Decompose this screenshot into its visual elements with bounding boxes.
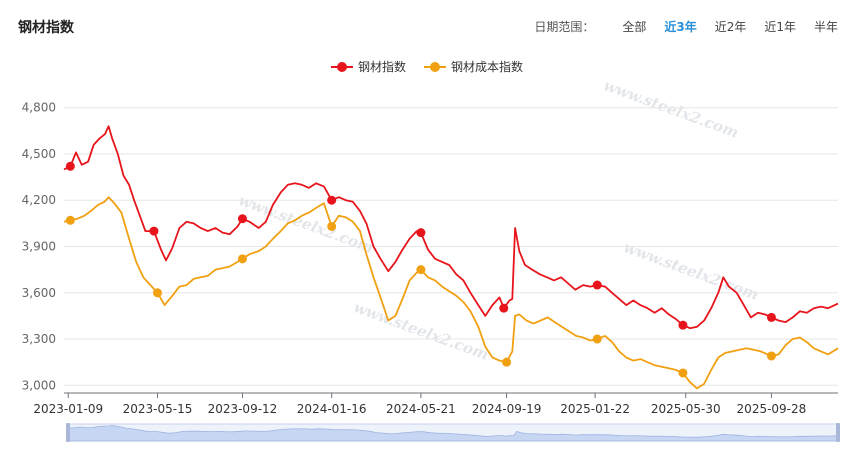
y-tick-label: 3,900 xyxy=(22,240,56,254)
x-tick-label: 2024-09-19 xyxy=(472,402,542,416)
y-tick-label: 3,000 xyxy=(22,378,56,392)
x-tick-label: 2023-05-15 xyxy=(123,402,193,416)
series-point-1[interactable] xyxy=(152,288,162,298)
series-point-0[interactable] xyxy=(766,312,776,322)
y-tick-label: 3,300 xyxy=(22,332,56,346)
series-point-1[interactable] xyxy=(65,215,75,225)
range-option-all[interactable]: 全部 xyxy=(622,20,647,34)
x-tick-label: 2024-05-21 xyxy=(386,402,456,416)
y-tick-label: 4,800 xyxy=(22,101,56,115)
datazoom-slider xyxy=(66,423,840,442)
x-tick-label: 2025-09-28 xyxy=(737,402,807,416)
page-title: 钢材指数 xyxy=(18,20,74,36)
series-point-0[interactable] xyxy=(149,226,159,236)
series-point-1[interactable] xyxy=(678,368,688,378)
slider-preview xyxy=(67,425,839,442)
series-point-0[interactable] xyxy=(237,214,247,224)
series-line-0 xyxy=(63,125,839,330)
series-point-0[interactable] xyxy=(416,228,426,238)
chart-series xyxy=(63,125,839,390)
range-option-1y[interactable]: 近1年 xyxy=(764,20,796,34)
series-point-1[interactable] xyxy=(416,265,426,275)
x-axis: 2023-01-09 2023-05-15 2023-09-12 2024-01-16… xyxy=(33,392,838,416)
x-tick-label: 2024-01-16 xyxy=(297,402,367,416)
series-point-1[interactable] xyxy=(592,334,602,344)
x-tick-label: 2023-01-09 xyxy=(33,402,103,416)
slider-handle-right[interactable] xyxy=(836,423,840,442)
range-option-half-year[interactable]: 半年 xyxy=(813,20,838,34)
legend-marker-cost-index xyxy=(424,61,446,73)
series-point-0[interactable] xyxy=(65,161,75,171)
y-axis: 3,000 3,300 3,600 3,900 4,200 4,500 4,800 xyxy=(22,101,56,393)
date-range-label: 日期范围： xyxy=(534,20,595,34)
legend-marker-steel-index xyxy=(330,61,353,73)
legend-item-steel-index[interactable]: 钢材指数 xyxy=(330,58,406,75)
y-tick-label: 4,200 xyxy=(22,193,56,207)
series-point-1[interactable] xyxy=(766,351,776,361)
series-point-1[interactable] xyxy=(502,357,512,367)
legend-item-cost-index[interactable]: 钢材成本指数 xyxy=(424,58,523,75)
chart-legend: 钢材指数 钢材成本指数 xyxy=(0,58,854,75)
slider-handle-left[interactable] xyxy=(66,423,70,442)
series-point-0[interactable] xyxy=(327,195,337,205)
x-tick-label: 2025-05-30 xyxy=(651,402,721,416)
date-range-selector: 日期范围： 全部 近3年 近2年 近1年 半年 xyxy=(534,18,838,35)
series-point-0[interactable] xyxy=(592,280,602,290)
series-line-1 xyxy=(63,196,839,390)
range-option-3y[interactable]: 近3年 xyxy=(664,20,697,34)
x-tick-label: 2023-09-12 xyxy=(208,402,278,416)
range-option-2y[interactable]: 近2年 xyxy=(714,20,747,34)
series-point-0[interactable] xyxy=(499,303,509,313)
chart-grid xyxy=(64,107,838,386)
y-tick-label: 4,500 xyxy=(22,147,56,161)
x-tick-label: 2025-01-22 xyxy=(560,402,630,416)
legend-label-steel-index: 钢材指数 xyxy=(357,60,406,74)
series-point-1[interactable] xyxy=(237,254,247,264)
series-point-1[interactable] xyxy=(327,221,337,231)
y-tick-label: 3,600 xyxy=(22,286,56,300)
series-point-0[interactable] xyxy=(678,320,688,330)
legend-label-cost-index: 钢材成本指数 xyxy=(451,60,524,74)
